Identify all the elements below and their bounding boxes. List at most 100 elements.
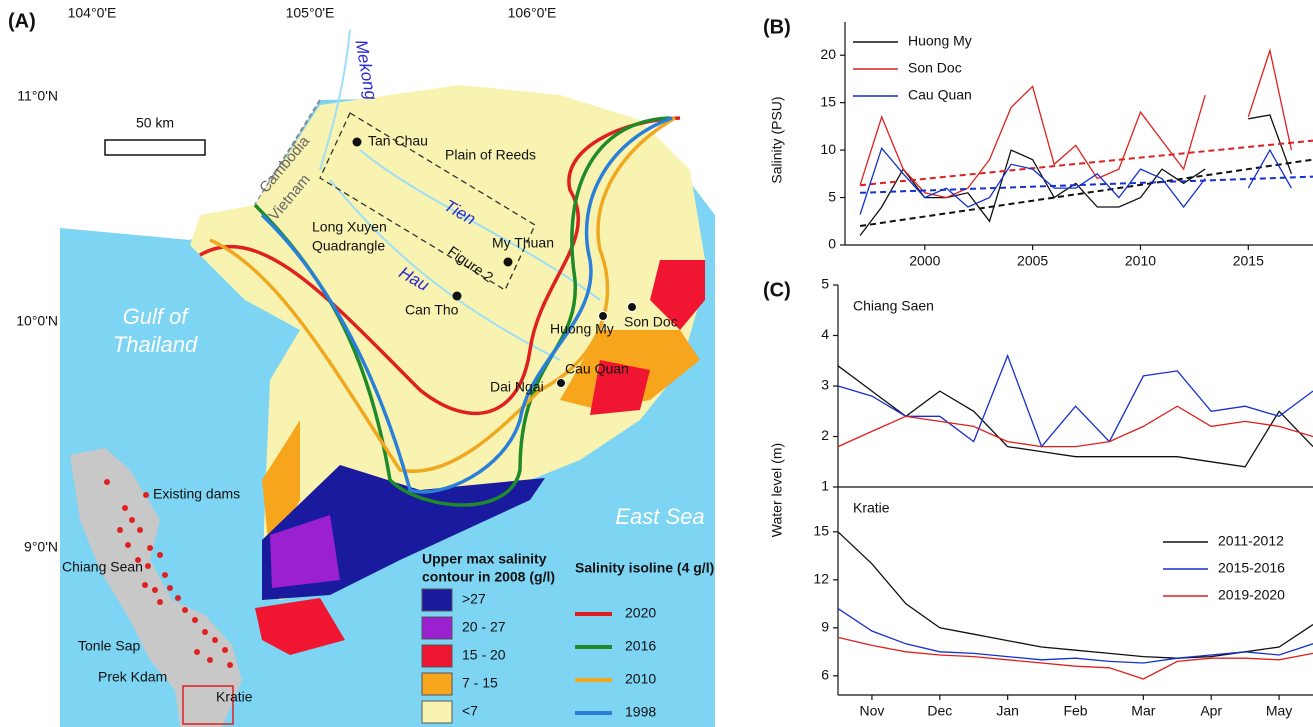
dam <box>212 637 218 643</box>
x-tick-label: 2005 <box>1017 253 1048 269</box>
panel-title: Kratie <box>853 500 890 516</box>
isoline <box>260 116 673 494</box>
dam <box>227 662 233 668</box>
dam <box>145 563 151 569</box>
station-label: Huong My <box>550 321 614 337</box>
station <box>556 378 566 388</box>
zone-15-20 <box>255 598 345 655</box>
legend-label: 2015-2016 <box>1218 560 1285 576</box>
legend-label: >27 <box>462 591 486 607</box>
dam <box>222 647 228 653</box>
y-tick-label: 9 <box>821 619 829 635</box>
dam <box>175 595 181 601</box>
legend-swatch <box>421 700 453 724</box>
legend-label: Huong My <box>908 33 972 49</box>
legend-label: 2010 <box>625 671 656 687</box>
region-label: Quadrangle <box>312 238 385 254</box>
station-label: My Thuan <box>492 235 554 251</box>
legend-label: 15 - 20 <box>462 647 506 663</box>
legend-label: 2019-2020 <box>1218 587 1285 603</box>
dam <box>142 582 148 588</box>
lat-label: 10°0'N <box>16 313 58 329</box>
y-tick-label: 12 <box>813 571 829 587</box>
y-tick-label: 4 <box>821 326 829 342</box>
lat-label: 11°0'N <box>17 88 58 104</box>
station <box>503 257 513 267</box>
station <box>598 311 608 321</box>
station-label: Tan Chau <box>368 133 428 149</box>
legend-label: 2016 <box>625 638 656 654</box>
dam <box>125 542 131 548</box>
legend-label: 7 - 15 <box>462 675 498 691</box>
sea-label: Thailand <box>113 332 198 357</box>
dam <box>157 552 163 558</box>
y-tick-label: 20 <box>820 46 836 62</box>
legend-label: 2011-2012 <box>1218 533 1284 549</box>
x-tick-label: May <box>1266 703 1292 719</box>
legend-title: Salinity isoline (4 g/l) <box>575 560 714 576</box>
river <box>319 29 601 361</box>
station <box>627 302 637 312</box>
series-line <box>837 636 1313 680</box>
series-line <box>859 114 1293 236</box>
scale-bar <box>104 139 206 156</box>
legend-label: 20 - 27 <box>462 619 506 635</box>
zone-15-20 <box>650 260 705 330</box>
y-tick-label: 15 <box>813 523 829 539</box>
isoline <box>209 116 676 473</box>
dams <box>104 479 233 668</box>
panel-label: (A) <box>8 10 36 32</box>
trend-line <box>860 175 1313 194</box>
inset-label: Kratie <box>216 689 253 705</box>
x-tick-label: Dec <box>927 703 952 719</box>
series-line <box>837 405 1313 448</box>
inset-label: Tonle Sap <box>78 638 140 654</box>
dam <box>104 479 110 485</box>
legend-label: 1998 <box>625 704 656 720</box>
trend-line <box>859 139 1313 187</box>
zone-20-27 <box>270 515 340 588</box>
y-tick-label: 0 <box>828 236 836 252</box>
border <box>254 99 321 206</box>
legend-label: Cau Quan <box>908 87 972 103</box>
x-tick-label: 2015 <box>1233 253 1264 269</box>
region-label: Plain of Reeds <box>445 147 536 163</box>
isoline <box>253 116 671 507</box>
x-tick-label: 2000 <box>909 253 940 269</box>
dam <box>192 617 198 623</box>
x-tick-label: Nov <box>859 703 884 719</box>
x-tick-label: Apr <box>1200 703 1222 719</box>
station <box>452 291 462 301</box>
dam <box>207 657 213 663</box>
station-label: Dai Ngai <box>490 379 544 395</box>
dam <box>147 545 153 551</box>
y-tick-label: 2 <box>821 427 829 443</box>
y-tick-label: 6 <box>821 667 829 683</box>
zone-7-15 <box>262 420 300 560</box>
dam <box>202 629 208 635</box>
inset-box <box>182 685 234 725</box>
legend-label: <7 <box>462 703 478 719</box>
dam <box>157 599 163 605</box>
dam <box>137 527 143 533</box>
dam <box>117 527 123 533</box>
station <box>352 137 362 147</box>
inset-label: Prek Kdam <box>98 669 167 685</box>
legend-label: 2020 <box>625 605 656 621</box>
inset-label: Chiang Sean <box>62 559 143 575</box>
legend-swatch <box>421 644 453 668</box>
dam <box>122 505 128 511</box>
dam <box>162 572 168 578</box>
legend-swatch <box>421 616 453 640</box>
legend-swatch <box>421 588 453 612</box>
map-panel: (A) 104°0'E 105°0'E 106°0'E 11°0'N 10°0'… <box>8 5 715 727</box>
x-tick-label: Mar <box>1131 703 1155 719</box>
trend-line <box>859 158 1313 228</box>
dam-key <box>143 492 149 498</box>
y-tick-label: 1 <box>821 478 829 494</box>
station-label: Cau Quan <box>565 361 629 377</box>
y-axis-label: Salinity (PSU) <box>769 96 785 183</box>
y-tick-label: 10 <box>820 141 836 157</box>
lon-label: 106°0'E <box>508 5 557 21</box>
